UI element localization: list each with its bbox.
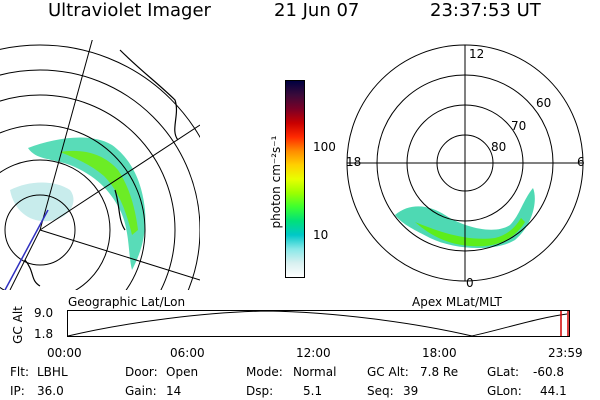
colorbar-tick-100: 100 xyxy=(313,140,336,154)
altitude-tick-top: 9.0 xyxy=(34,306,54,320)
coastline xyxy=(119,49,179,141)
magnetic-polar-plot xyxy=(346,44,584,282)
lon-line xyxy=(39,40,93,231)
ip-value: 36.0 xyxy=(37,384,64,398)
aurora-core xyxy=(60,150,138,235)
altitude-axis-label: GC Alt xyxy=(11,306,25,344)
gcalt-label: GC Alt: xyxy=(367,365,409,379)
lat-circle xyxy=(0,124,146,290)
mode-label: Mode: xyxy=(246,365,283,379)
ip-label: IP: xyxy=(10,384,25,398)
time-tick-0000: 00:00 xyxy=(47,346,82,360)
lat-circle xyxy=(0,44,200,139)
time-tick-1800: 18:00 xyxy=(422,346,457,360)
dsp-label: Dsp: xyxy=(246,384,274,398)
time-label: 23:37:53 UT xyxy=(430,0,541,21)
meridian-highlight xyxy=(4,209,49,290)
colorbar-tick-10: 10 xyxy=(313,228,329,242)
aurora-oval-core xyxy=(415,218,525,247)
left-map-label: Geographic Lat/Lon xyxy=(68,295,186,309)
mlt-label-6: 6 xyxy=(577,155,585,169)
lat-circle xyxy=(0,94,176,290)
glon-value: 44.1 xyxy=(540,384,567,398)
time-tick-0600: 06:00 xyxy=(170,346,205,360)
colorbar-unit-label: photon cm⁻²s⁻¹ xyxy=(269,135,283,229)
coastline xyxy=(114,189,126,231)
lat-circle xyxy=(4,194,76,266)
seq-value: 39 xyxy=(403,384,419,398)
altitude-plot xyxy=(67,310,570,337)
coastline xyxy=(24,259,41,287)
glon-label: GLon: xyxy=(487,384,522,398)
colorbar xyxy=(285,80,305,278)
mlt-label-0: 0 xyxy=(466,276,474,290)
gain-label: Gain: xyxy=(125,384,157,398)
mlt-label-12: 12 xyxy=(469,47,485,61)
gcalt-value: 7.8 Re xyxy=(420,365,459,379)
mode-value: Normal xyxy=(293,365,337,379)
date-label: 21 Jun 07 xyxy=(274,0,360,21)
door-label: Door: xyxy=(125,365,158,379)
mlat-label-70: 70 xyxy=(511,119,527,133)
filter-label: Flt: xyxy=(10,365,29,379)
mlat-label-60: 60 xyxy=(536,96,552,110)
header-bar: Ultraviolet Imager 21 Jun 07 23:37:53 UT xyxy=(0,0,600,24)
lon-line xyxy=(39,229,200,281)
glat-label: GLat: xyxy=(487,365,520,379)
colorbar-gradient xyxy=(286,81,304,277)
glat-value: -60.8 xyxy=(533,365,565,379)
aurora-inner xyxy=(10,182,74,222)
time-tick-2359: 23:59 xyxy=(548,346,583,360)
lat-circle xyxy=(0,159,111,290)
mlat-label-80: 80 xyxy=(491,140,507,154)
altitude-tick-bottom: 1.8 xyxy=(34,327,54,341)
right-map-label: Apex MLat/MLT xyxy=(412,295,502,309)
filter-value: LBHL xyxy=(37,365,68,379)
instrument-title: Ultraviolet Imager xyxy=(48,0,211,21)
lat-circle xyxy=(0,69,200,290)
time-tick-1200: 12:00 xyxy=(296,346,331,360)
lon-line xyxy=(39,124,200,231)
altitude-curve xyxy=(67,310,568,337)
door-value: Open xyxy=(166,365,199,379)
seq-label: Seq: xyxy=(367,384,394,398)
dsp-value: 5.1 xyxy=(303,384,323,398)
geographic-map xyxy=(0,40,200,290)
gain-value: 14 xyxy=(166,384,182,398)
mlt-label-18: 18 xyxy=(346,155,362,169)
